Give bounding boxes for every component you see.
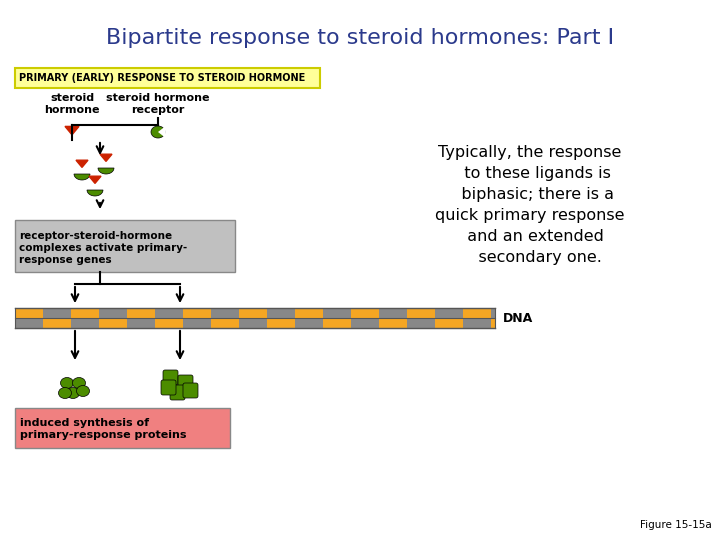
Text: steroid hormone
receptor: steroid hormone receptor (107, 93, 210, 114)
Polygon shape (76, 160, 88, 167)
Ellipse shape (151, 126, 165, 138)
Bar (295, 318, 323, 328)
Bar (15, 220, 235, 272)
Bar (435, 308, 463, 318)
Polygon shape (87, 190, 103, 196)
Text: induced synthesis of
primary-response proteins: induced synthesis of primary-response pr… (20, 418, 186, 440)
Bar (211, 318, 239, 328)
Bar (267, 308, 295, 318)
Bar (295, 308, 323, 318)
Polygon shape (74, 174, 90, 180)
Bar (407, 308, 435, 318)
Bar (267, 318, 295, 328)
Bar (379, 308, 407, 318)
Polygon shape (89, 176, 101, 184)
Bar (435, 318, 463, 328)
Text: Typically, the response
   to these ligands is
   biphasic; there is a
quick pri: Typically, the response to these ligands… (436, 145, 625, 265)
Bar (239, 308, 267, 318)
Text: DNA: DNA (503, 312, 534, 325)
Bar (491, 308, 495, 318)
Bar (463, 318, 491, 328)
Bar (15, 408, 230, 448)
Text: Bipartite response to steroid hormones: Part I: Bipartite response to steroid hormones: … (106, 28, 614, 48)
Bar (407, 318, 435, 328)
Ellipse shape (76, 386, 89, 396)
Bar (379, 318, 407, 328)
FancyBboxPatch shape (161, 380, 176, 395)
Bar (99, 318, 127, 328)
Bar (211, 308, 239, 318)
FancyBboxPatch shape (178, 375, 193, 390)
Polygon shape (98, 168, 114, 174)
Bar (323, 308, 351, 318)
Bar (71, 308, 99, 318)
Text: steroid
hormone: steroid hormone (44, 93, 100, 114)
Bar (15, 308, 43, 318)
FancyBboxPatch shape (163, 370, 178, 385)
Text: receptor-steroid-hormone
complexes activate primary-
response genes: receptor-steroid-hormone complexes activ… (19, 232, 187, 265)
Bar (183, 318, 211, 328)
Ellipse shape (73, 377, 86, 388)
Text: PRIMARY (EARLY) RESPONSE TO STEROID HORMONE: PRIMARY (EARLY) RESPONSE TO STEROID HORM… (19, 73, 305, 83)
Bar (351, 308, 379, 318)
Ellipse shape (60, 377, 73, 388)
Bar (15, 318, 43, 328)
Bar (351, 318, 379, 328)
Bar (71, 318, 99, 328)
Bar (155, 318, 183, 328)
Bar (463, 308, 491, 318)
Bar (155, 308, 183, 318)
Bar (491, 318, 495, 328)
Polygon shape (65, 126, 79, 135)
Polygon shape (158, 126, 166, 138)
Bar (239, 318, 267, 328)
Text: Figure 15-15a: Figure 15-15a (640, 520, 712, 530)
Bar (15, 68, 320, 88)
Ellipse shape (66, 388, 79, 399)
Bar (127, 308, 155, 318)
Bar (323, 318, 351, 328)
Polygon shape (100, 154, 112, 161)
Bar (183, 308, 211, 318)
FancyBboxPatch shape (183, 383, 198, 398)
Bar (43, 308, 71, 318)
Bar (43, 318, 71, 328)
Bar (127, 318, 155, 328)
FancyBboxPatch shape (170, 385, 185, 400)
Bar (99, 308, 127, 318)
Ellipse shape (58, 388, 71, 399)
